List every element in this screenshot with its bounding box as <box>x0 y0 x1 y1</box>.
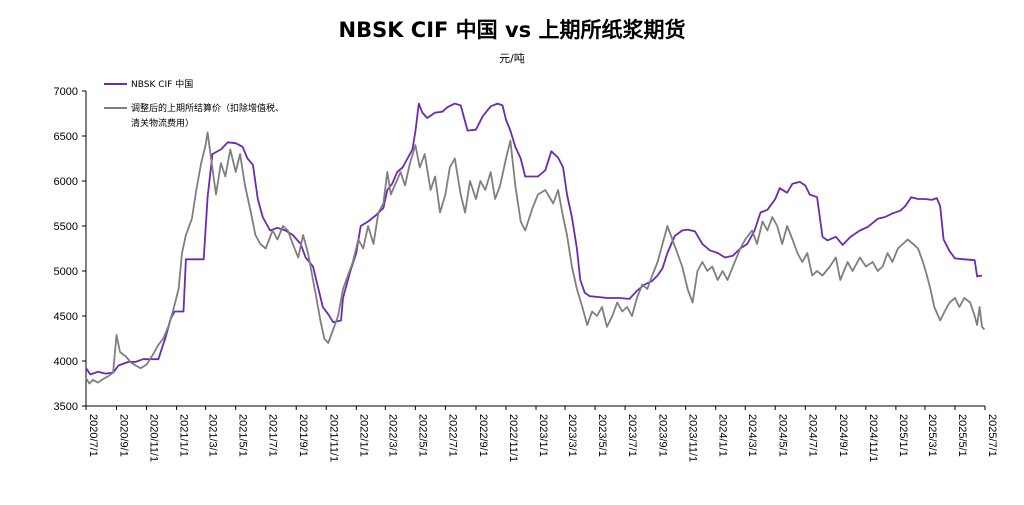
y-tick-label: 5500 <box>54 221 78 233</box>
x-tick-label: 2022/1/1 <box>357 414 369 457</box>
legend-label-2-line1: 调整后的上期所结算价（扣除增值税、 <box>131 102 284 114</box>
y-tick-label: 7000 <box>54 86 78 98</box>
x-tick-label: 2020/11/1 <box>148 414 160 462</box>
x-tick-label: 2021/5/1 <box>237 414 249 457</box>
x-tick-label: 2022/9/1 <box>477 414 489 457</box>
legend-label-1: NBSK CIF 中国 <box>131 78 193 90</box>
x-tick-label: 2025/7/1 <box>986 414 998 457</box>
x-tick-label: 2024/3/1 <box>746 414 758 457</box>
x-tick-label: 2025/5/1 <box>956 414 968 457</box>
chart-unit: 元/吨 <box>499 52 525 65</box>
x-tick-label: 2023/11/1 <box>687 414 699 462</box>
x-tick-label: 2022/7/1 <box>446 414 458 457</box>
series-line-2 <box>85 131 986 385</box>
x-tick-label: 2024/9/1 <box>837 414 849 457</box>
series-line-1 <box>85 102 983 376</box>
y-tick-label: 3500 <box>54 401 78 413</box>
x-tick-label: 2021/7/1 <box>267 414 279 457</box>
y-tick-label: 5000 <box>54 266 78 278</box>
series-group <box>85 102 986 385</box>
chart-title: NBSK CIF 中国 vs 上期所纸浆期货 <box>338 18 686 42</box>
x-tick-label: 2025/3/1 <box>926 414 938 457</box>
y-tick-label: 4500 <box>54 311 78 323</box>
x-tick-label: 2024/7/1 <box>806 414 818 457</box>
y-tick-label: 6500 <box>54 131 78 143</box>
x-tick-label: 2021/1/1 <box>178 414 190 457</box>
x-tick-label: 2023/1/1 <box>537 414 549 457</box>
x-tick-label: 2024/1/1 <box>717 414 729 457</box>
x-tick-label: 2021/3/1 <box>207 414 219 457</box>
axes <box>85 91 985 407</box>
x-tick-label: 2023/9/1 <box>657 414 669 457</box>
x-tick-label: 2023/3/1 <box>566 414 578 457</box>
x-tick-label: 2020/9/1 <box>118 414 130 457</box>
x-tick-label: 2024/11/1 <box>867 414 879 462</box>
x-tick-label: 2023/7/1 <box>626 414 638 457</box>
x-tick-label: 2025/1/1 <box>897 414 909 457</box>
y-tick-label: 6000 <box>54 176 78 188</box>
x-axis-ticks: 2020/7/1 2020/9/1 2020/11/1 2021/1/1 2021/3/… <box>85 406 998 462</box>
x-tick-label: 2020/7/1 <box>87 414 99 457</box>
y-tick-label: 4000 <box>54 356 78 368</box>
x-tick-label: 2024/5/1 <box>776 414 788 457</box>
x-tick-label: 2022/5/1 <box>416 414 428 457</box>
x-tick-label: 2023/5/1 <box>596 414 608 457</box>
legend-label-2-line2: 清关物流费用） <box>131 117 194 129</box>
x-tick-label: 2021/11/1 <box>327 414 339 462</box>
x-tick-label: 2021/9/1 <box>297 414 309 457</box>
x-tick-label: 2022/11/1 <box>507 414 519 462</box>
y-axis-ticks: 3500 4000 4500 5000 5500 6000 6500 7000 <box>54 86 86 413</box>
x-tick-label: 2022/3/1 <box>386 414 398 457</box>
